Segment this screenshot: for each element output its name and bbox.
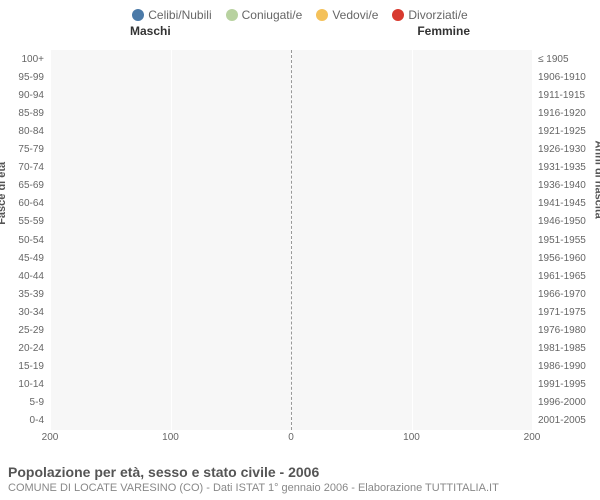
birth-tick: 1936-1940 — [534, 177, 600, 195]
legend: Celibi/Nubili Coniugati/e Vedovi/e Divorzia… — [0, 0, 600, 24]
birth-tick: 2001-2005 — [534, 412, 600, 430]
female-title: Femmine — [417, 24, 470, 38]
birth-tick: ≤ 1905 — [534, 50, 600, 68]
birth-tick: 1996-2000 — [534, 394, 600, 412]
age-tick: 15-19 — [0, 358, 48, 376]
age-tick: 75-79 — [0, 141, 48, 159]
legend-swatch — [226, 9, 238, 21]
legend-label: Celibi/Nubili — [148, 8, 211, 22]
birth-tick: 1961-1965 — [534, 267, 600, 285]
legend-label: Vedovi/e — [332, 8, 378, 22]
birth-tick: 1971-1975 — [534, 303, 600, 321]
gridline — [50, 50, 51, 430]
age-tick: 70-74 — [0, 159, 48, 177]
birth-tick: 1956-1960 — [534, 249, 600, 267]
x-tick: 200 — [524, 432, 541, 443]
legend-item: Divorziati/e — [392, 8, 467, 22]
legend-label: Coniugati/e — [242, 8, 303, 22]
age-tick: 5-9 — [0, 394, 48, 412]
gridline — [412, 50, 413, 430]
birth-tick: 1921-1925 — [534, 122, 600, 140]
age-tick: 65-69 — [0, 177, 48, 195]
birth-tick: 1986-1990 — [534, 358, 600, 376]
x-tick: 100 — [162, 432, 179, 443]
age-tick: 55-59 — [0, 213, 48, 231]
chart-title: Popolazione per età, sesso e stato civil… — [8, 464, 592, 480]
birth-tick: 1931-1935 — [534, 159, 600, 177]
age-tick: 25-29 — [0, 321, 48, 339]
birth-tick: 1976-1980 — [534, 321, 600, 339]
age-tick: 30-34 — [0, 303, 48, 321]
gridline — [532, 50, 533, 430]
age-tick: 45-49 — [0, 249, 48, 267]
age-tick: 40-44 — [0, 267, 48, 285]
age-tick: 35-39 — [0, 285, 48, 303]
age-axis: 0-45-910-1415-1920-2425-2930-3435-3940-4… — [0, 50, 48, 430]
x-tick: 0 — [288, 432, 294, 443]
legend-swatch — [132, 9, 144, 21]
age-tick: 50-54 — [0, 231, 48, 249]
x-axis: 2001000100200 — [50, 432, 532, 446]
gridline — [171, 50, 172, 430]
age-tick: 60-64 — [0, 195, 48, 213]
age-tick: 20-24 — [0, 340, 48, 358]
age-tick: 10-14 — [0, 376, 48, 394]
legend-item: Vedovi/e — [316, 8, 378, 22]
birth-tick: 1991-1995 — [534, 376, 600, 394]
legend-swatch — [392, 9, 404, 21]
chart-subtitle: COMUNE DI LOCATE VARESINO (CO) - Dati IS… — [8, 482, 592, 494]
legend-item: Coniugati/e — [226, 8, 303, 22]
birth-tick: 1911-1915 — [534, 86, 600, 104]
legend-swatch — [316, 9, 328, 21]
birth-tick: 1916-1920 — [534, 104, 600, 122]
age-tick: 100+ — [0, 50, 48, 68]
age-tick: 85-89 — [0, 104, 48, 122]
birth-tick: 1966-1970 — [534, 285, 600, 303]
age-tick: 95-99 — [0, 68, 48, 86]
birth-tick: 1941-1945 — [534, 195, 600, 213]
legend-label: Divorziati/e — [408, 8, 467, 22]
age-tick: 0-4 — [0, 412, 48, 430]
male-title: Maschi — [130, 24, 171, 38]
age-tick: 80-84 — [0, 122, 48, 140]
x-tick: 200 — [42, 432, 59, 443]
birth-tick: 1906-1910 — [534, 68, 600, 86]
birth-tick: 1946-1950 — [534, 213, 600, 231]
legend-item: Celibi/Nubili — [132, 8, 211, 22]
birth-tick: 1926-1930 — [534, 141, 600, 159]
population-pyramid — [50, 50, 532, 430]
birth-tick: 1981-1985 — [534, 340, 600, 358]
birth-axis: 2001-20051996-20001991-19951986-19901981… — [534, 50, 600, 430]
zero-line — [291, 50, 292, 430]
age-tick: 90-94 — [0, 86, 48, 104]
chart-footer: Popolazione per età, sesso e stato civil… — [8, 464, 592, 494]
x-tick: 100 — [403, 432, 420, 443]
birth-tick: 1951-1955 — [534, 231, 600, 249]
